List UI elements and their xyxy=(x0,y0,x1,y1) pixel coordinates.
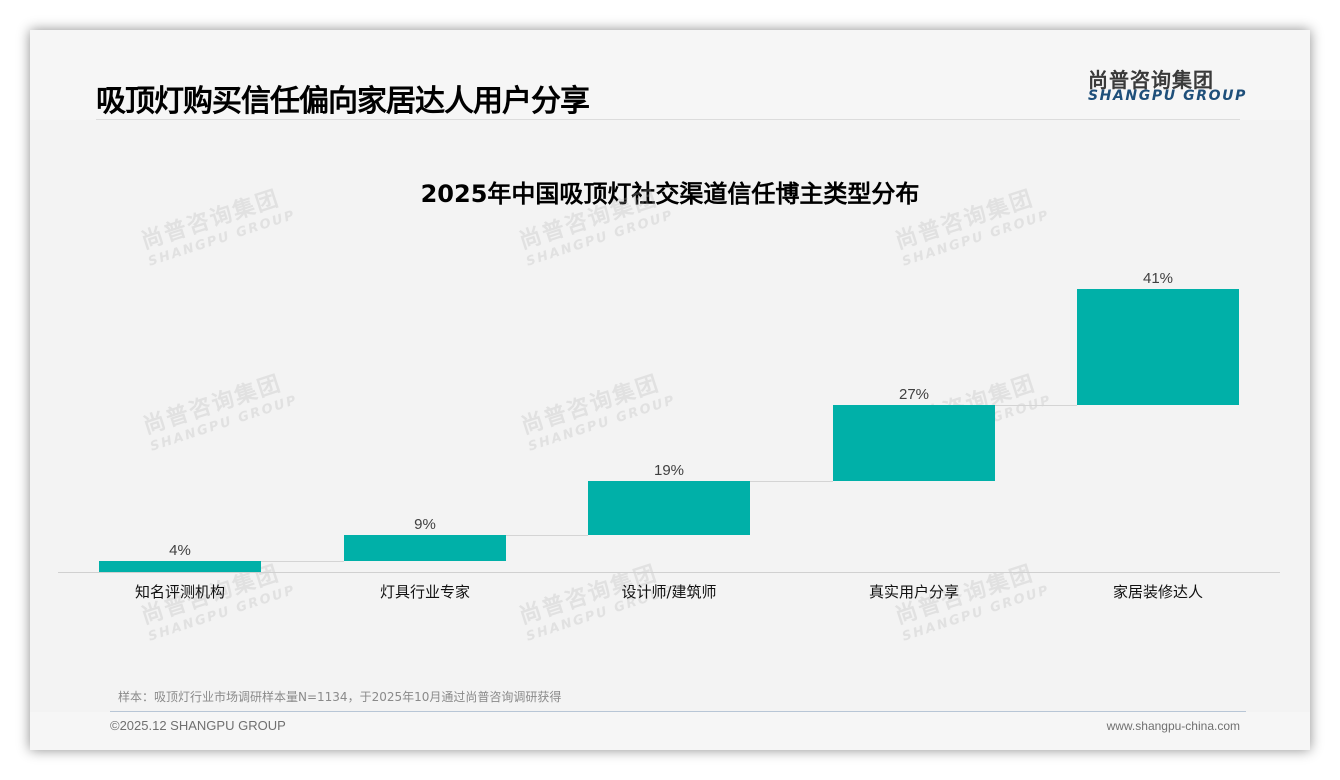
x-axis-line xyxy=(58,572,1280,573)
category-label: 设计师/建筑师 xyxy=(621,583,717,601)
category-label: 知名评测机构 xyxy=(134,583,225,601)
category-label: 真实用户分享 xyxy=(868,583,959,601)
logo-chinese: 尚普咨询集团 xyxy=(1088,68,1214,92)
bar-value-label: 19% xyxy=(653,462,685,480)
connector-line xyxy=(261,560,344,562)
logo-english: SHANGPU GROUP xyxy=(1088,88,1247,104)
page-title: 吸顶灯购买信任偏向家居达人用户分享 xyxy=(96,84,590,119)
copyright: ©2025.12 SHANGPU GROUP xyxy=(110,718,286,733)
bar-4 xyxy=(833,405,995,482)
sample-note: 样本：吸顶灯行业市场调研样本量N=1134，于2025年10月通过尚普咨询调研获… xyxy=(118,690,562,704)
website-link: www.shangpu-china.com xyxy=(1106,719,1240,733)
footer-band xyxy=(30,712,1310,750)
connector-line xyxy=(750,481,833,483)
bar-value-label: 9% xyxy=(414,516,436,534)
bar-value-label: 41% xyxy=(1142,270,1174,287)
title-divider xyxy=(96,119,1240,120)
bar-5 xyxy=(1077,289,1239,406)
category-label: 家居装修达人 xyxy=(1112,583,1203,601)
bar-value-label: 27% xyxy=(898,386,930,404)
connector-line xyxy=(506,535,588,537)
bar-2 xyxy=(344,535,506,561)
footer-divider xyxy=(110,711,1246,712)
header-band xyxy=(30,30,1310,120)
bar-1 xyxy=(99,560,261,572)
bar-value-label: 4% xyxy=(169,541,191,559)
connector-line xyxy=(995,405,1077,407)
category-label: 灯具行业专家 xyxy=(379,583,470,601)
slide: 吸顶灯购买信任偏向家居达人用户分享 尚普咨询集团 SHANGPU GROUP 2… xyxy=(30,30,1310,750)
bar-3 xyxy=(588,481,750,536)
chart-title: 2025年中国吸顶灯社交渠道信任博主类型分布 xyxy=(420,180,920,208)
